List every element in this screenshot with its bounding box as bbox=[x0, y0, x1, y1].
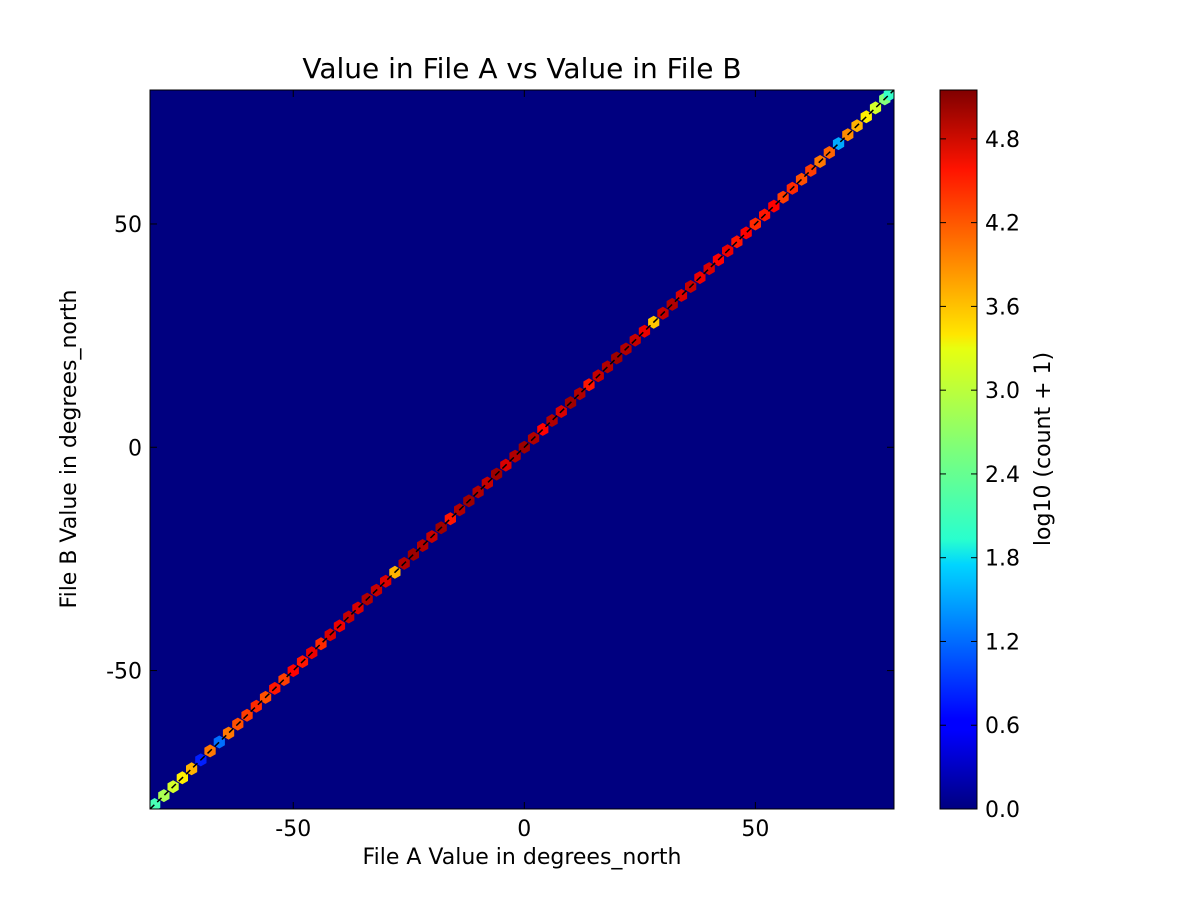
colorbar-tick-label: 2.4 bbox=[985, 463, 1020, 488]
y-tick-label: 50 bbox=[114, 213, 142, 238]
colorbar-tick-label: 4.8 bbox=[985, 128, 1020, 153]
colorbar-tick-label: 0.0 bbox=[985, 798, 1020, 823]
colorbar-ticks: 0.0 0.6 1.2 1.8 2.4 3.0 3.6 4.2 4.8 bbox=[940, 128, 1020, 823]
colorbar-tick-label: 0.6 bbox=[985, 714, 1020, 739]
x-tick-label: -50 bbox=[275, 817, 311, 842]
x-tick-label: 50 bbox=[741, 817, 769, 842]
plot-frame bbox=[149, 89, 895, 810]
colorbar-tick-label: 3.0 bbox=[985, 379, 1020, 404]
x-tick-label: 0 bbox=[517, 817, 531, 842]
colorbar-tick-label: 1.2 bbox=[985, 630, 1020, 655]
y-axis-label: File B Value in degrees_north bbox=[57, 290, 82, 609]
x-axis-label: File A Value in degrees_north bbox=[363, 845, 682, 870]
colorbar-tick-label: 3.6 bbox=[985, 295, 1020, 320]
colorbar-tick-label: 4.2 bbox=[985, 212, 1020, 237]
chart-title: Value in File A vs Value in File B bbox=[302, 52, 741, 85]
y-axis-ticks: -50 0 50 bbox=[106, 213, 894, 685]
colorbar-tick-label: 1.8 bbox=[985, 547, 1020, 572]
identity-line bbox=[150, 90, 894, 809]
y-tick-label: 0 bbox=[128, 436, 142, 461]
x-axis-ticks: -50 0 50 bbox=[275, 90, 769, 842]
colorbar-label: log10 (count + 1) bbox=[1031, 352, 1056, 546]
colorbar bbox=[939, 89, 978, 810]
y-tick-label: -50 bbox=[106, 660, 142, 685]
